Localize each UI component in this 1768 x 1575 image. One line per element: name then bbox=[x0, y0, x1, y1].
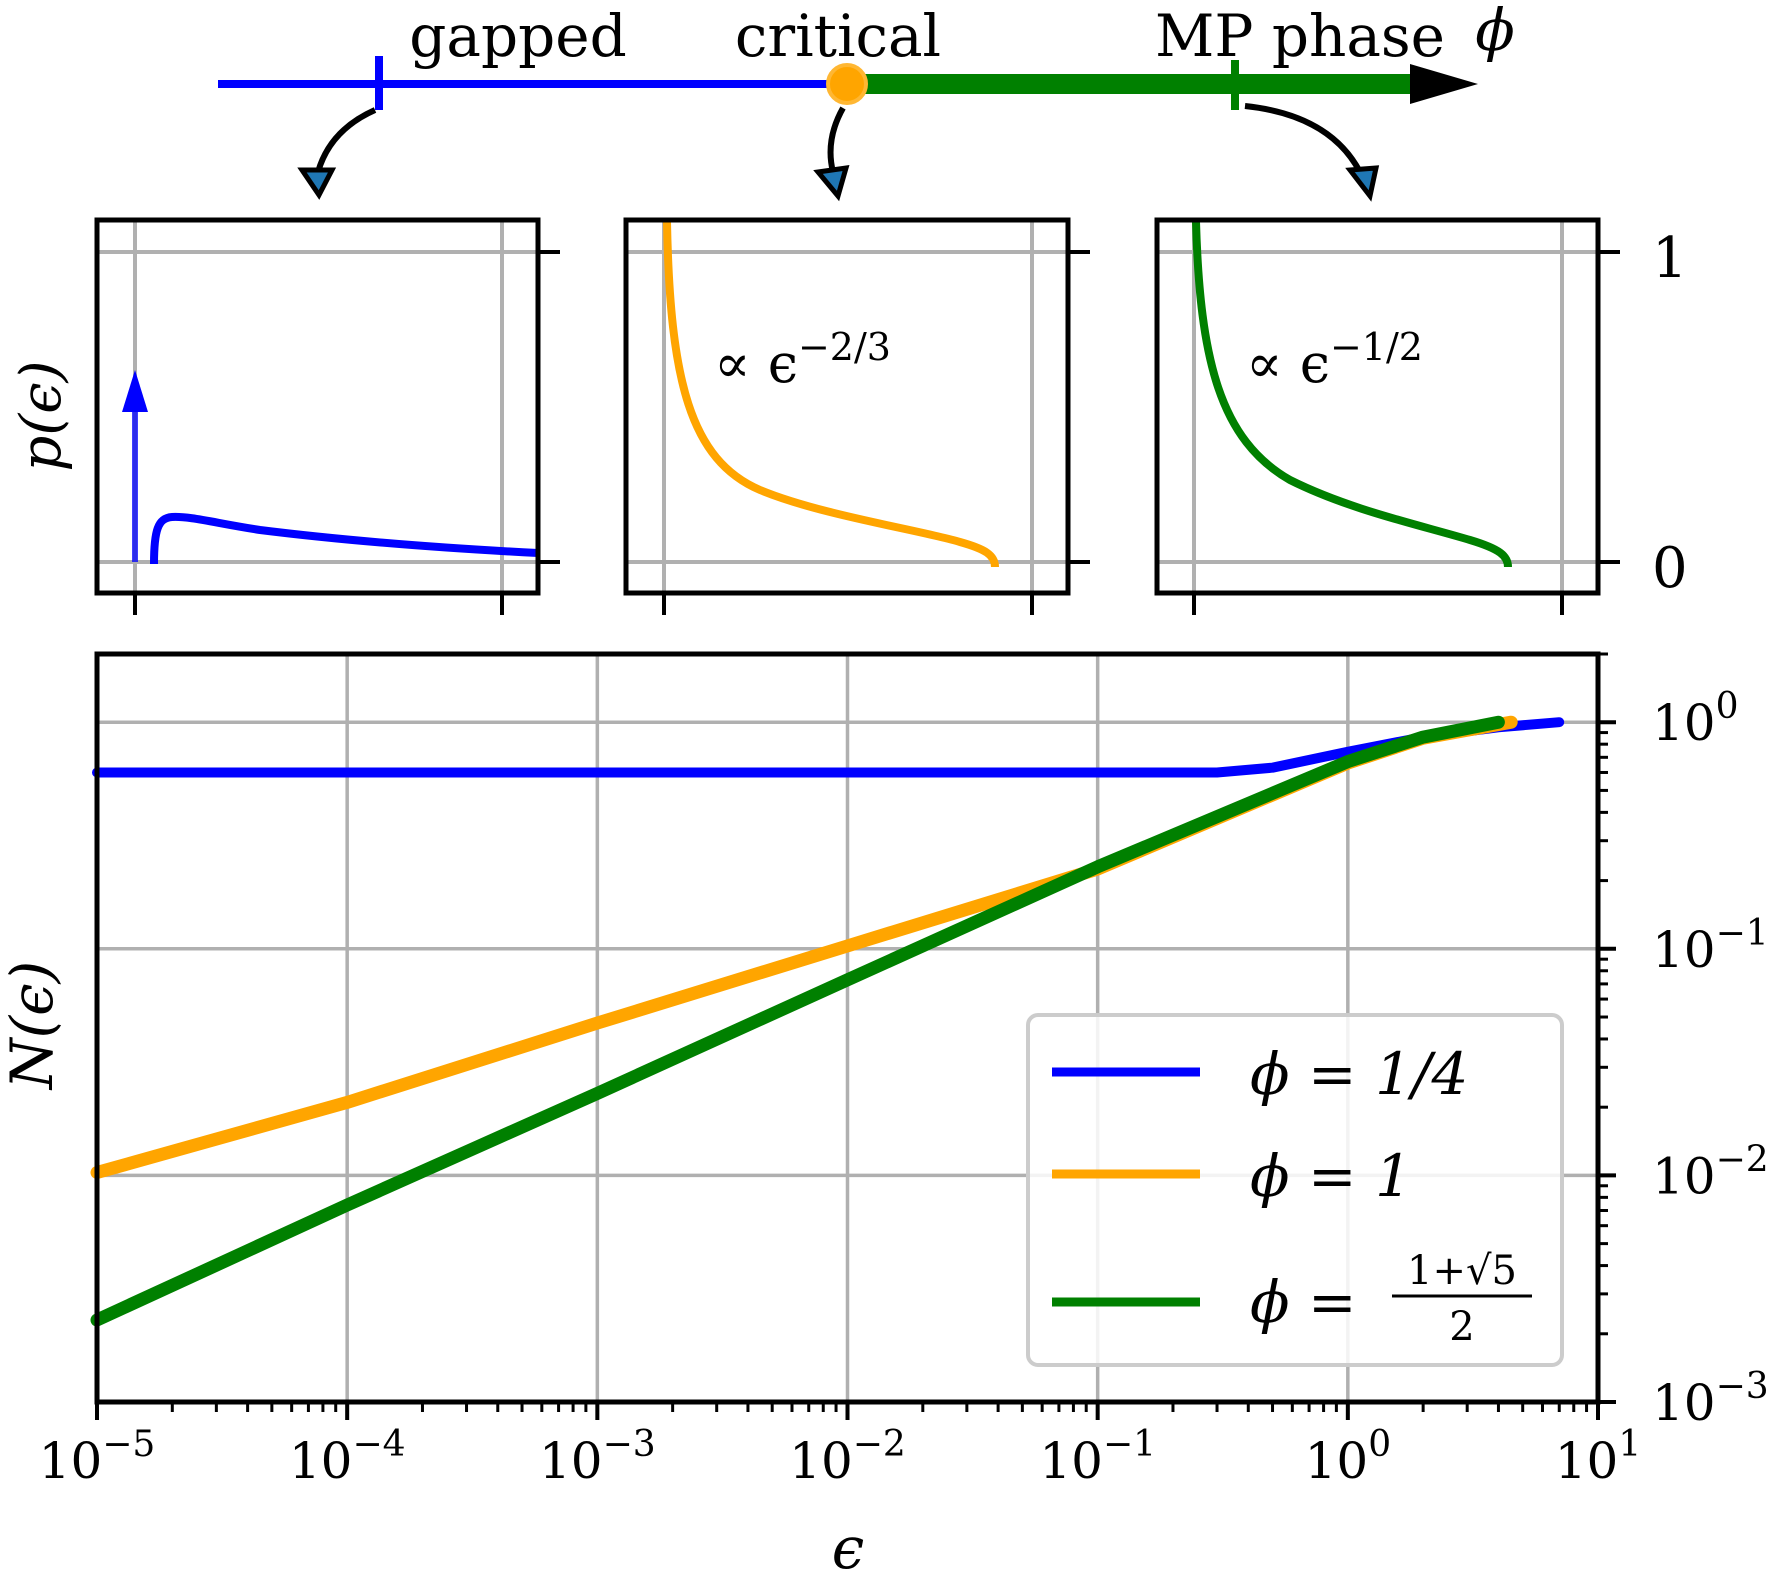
phase-diagram: gapped critical MP phase ϕ bbox=[218, 0, 1515, 202]
phase-axis-arrowhead bbox=[1410, 64, 1478, 104]
phase-axis-symbol: ϕ bbox=[1475, 0, 1515, 64]
phase-label-mp: MP phase bbox=[1155, 2, 1445, 70]
legend-label-phi-quarter: ϕ = 1/4 bbox=[1250, 1040, 1468, 1108]
y-tick-label: 100 bbox=[1652, 686, 1739, 752]
legend: ϕ = 1/4 ϕ = 1 ϕ = 1+√5 2 bbox=[1026, 1013, 1564, 1367]
x-tick-label: 10−1 bbox=[1039, 1424, 1156, 1490]
arrow-to-critical-inset bbox=[827, 106, 846, 173]
inset-curve-mp bbox=[1192, 221, 1512, 568]
y-tick-label: 10−2 bbox=[1652, 1139, 1768, 1205]
inset-annotation-critical: ∝ ϵ−2/3 bbox=[714, 325, 891, 395]
y-tick-label: 10−3 bbox=[1652, 1366, 1768, 1432]
inset-ylabel: p(ϵ) bbox=[9, 361, 74, 472]
arrow-to-gapped-inset bbox=[315, 107, 377, 173]
insets: p(ϵ) ∝ ϵ−2/3 bbox=[9, 217, 1688, 615]
delta-peak-arrowhead bbox=[122, 370, 148, 412]
inset-frame bbox=[623, 217, 1071, 596]
inset-curve-gapped bbox=[150, 512, 539, 565]
x-tick-label: 10−5 bbox=[39, 1424, 156, 1490]
arrow-to-mp-inset-head bbox=[1345, 165, 1380, 202]
x-tick-label: 10−2 bbox=[789, 1424, 906, 1490]
inset-critical: ∝ ϵ−2/3 bbox=[623, 217, 1090, 615]
y-tick-label: 10−1 bbox=[1652, 913, 1768, 979]
x-tick-label: 101 bbox=[1555, 1424, 1642, 1490]
axes bbox=[94, 651, 1616, 1420]
inset-curve-critical bbox=[663, 221, 999, 568]
x-tick-label: 10−3 bbox=[539, 1424, 656, 1490]
main-chart: 10−5 10−4 10−3 10−2 10−1 100 101 100 10−1 10−2 10−… bbox=[0, 651, 1768, 1575]
phase-label-critical: critical bbox=[735, 2, 941, 70]
series-line-2 bbox=[90, 715, 1505, 1327]
legend-box bbox=[1026, 1013, 1564, 1367]
inset-ytick-0: 0 bbox=[1652, 536, 1688, 601]
inset-mp: ∝ ϵ−1/2 bbox=[1154, 217, 1620, 615]
y-axis-label: N(ϵ) bbox=[0, 961, 66, 1092]
arrow-to-mp-inset bbox=[1244, 103, 1363, 174]
legend-label-phi-golden-denominator: 2 bbox=[1449, 1304, 1474, 1350]
series bbox=[90, 715, 1565, 1327]
tick-labels: 10−5 10−4 10−3 10−2 10−1 100 101 100 10−1 10−2 10−… bbox=[39, 686, 1768, 1490]
inset-annotation-mp: ∝ ϵ−1/2 bbox=[1246, 325, 1423, 395]
legend-label-phi-golden-numerator: 1+√5 bbox=[1407, 1248, 1517, 1294]
x-axis-label: ϵ bbox=[832, 1514, 864, 1575]
x-tick-label: 10−4 bbox=[289, 1424, 406, 1490]
inset-gapped bbox=[94, 217, 560, 615]
critical-point-marker bbox=[826, 63, 868, 105]
arrow-to-gapped-inset-head bbox=[297, 167, 337, 200]
legend-label-phi-one: ϕ = 1 bbox=[1250, 1142, 1412, 1210]
x-tick-label: 100 bbox=[1305, 1424, 1392, 1490]
legend-label-phi-golden: ϕ = bbox=[1250, 1268, 1357, 1336]
inset-ytick-1: 1 bbox=[1652, 226, 1688, 291]
phase-label-gapped: gapped bbox=[409, 2, 626, 70]
inset-frame bbox=[94, 217, 541, 596]
inset-frame bbox=[1154, 217, 1601, 596]
arrow-to-critical-inset-head bbox=[813, 164, 850, 202]
